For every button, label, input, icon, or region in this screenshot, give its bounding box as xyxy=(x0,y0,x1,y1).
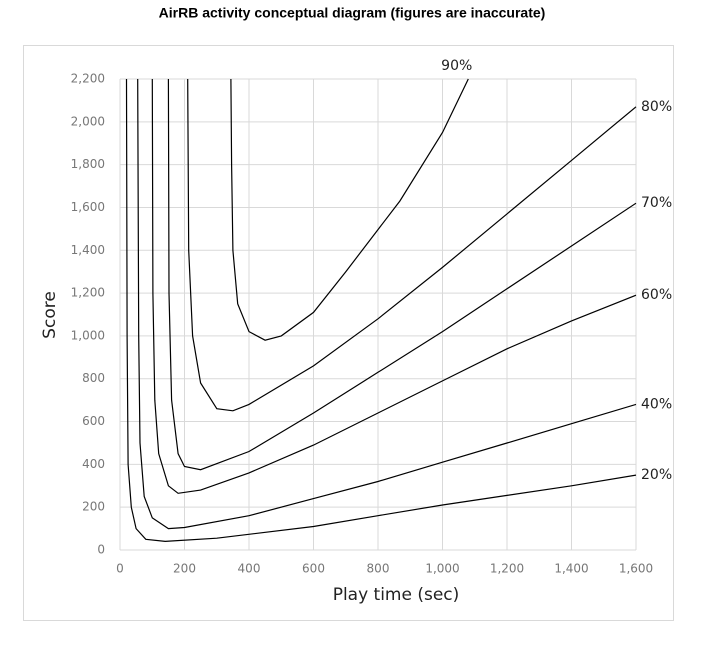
x-tick-label: 0 xyxy=(116,562,124,576)
y-tick-label: 2,000 xyxy=(71,114,105,128)
y-tick-label: 0 xyxy=(97,543,105,557)
x-axis-label: Play time (sec) xyxy=(333,585,460,605)
y-tick-label: 1,400 xyxy=(71,243,105,257)
x-tick-label: 400 xyxy=(238,562,261,576)
y-tick-label: 800 xyxy=(82,371,105,385)
y-tick-label: 400 xyxy=(82,457,105,471)
x-tick-label: 800 xyxy=(367,562,390,576)
chart-frame xyxy=(23,45,674,621)
chart-title: AirRB activity conceptual diagram (figur… xyxy=(159,5,546,21)
series-line xyxy=(151,78,637,494)
series-label: 60% xyxy=(641,287,672,303)
series-label: 40% xyxy=(641,396,672,412)
series-label: 70% xyxy=(641,195,672,211)
y-tick-label: 600 xyxy=(82,414,105,428)
y-axis-label: Score xyxy=(40,291,60,339)
series-line xyxy=(187,78,637,412)
y-tick-label: 200 xyxy=(82,500,105,514)
x-tick-label: 1,200 xyxy=(490,562,524,576)
y-tick-label: 1,000 xyxy=(71,328,105,342)
y-tick-label: 2,200 xyxy=(71,72,105,86)
y-tick-label: 1,200 xyxy=(71,286,105,300)
x-tick-label: 1,000 xyxy=(425,562,459,576)
x-tick-label: 600 xyxy=(302,562,325,576)
y-tick-label: 1,800 xyxy=(71,157,105,171)
x-tick-label: 1,600 xyxy=(619,562,653,576)
series-line xyxy=(137,78,637,530)
x-tick-label: 200 xyxy=(173,562,196,576)
series-label: 20% xyxy=(641,467,672,483)
series-label: 80% xyxy=(641,99,672,115)
series-line xyxy=(230,78,469,341)
series-label: 90% xyxy=(441,58,472,74)
y-tick-label: 1,600 xyxy=(71,200,105,214)
x-tick-label: 1,400 xyxy=(554,562,588,576)
series-line xyxy=(167,78,637,471)
series-line xyxy=(125,78,637,543)
